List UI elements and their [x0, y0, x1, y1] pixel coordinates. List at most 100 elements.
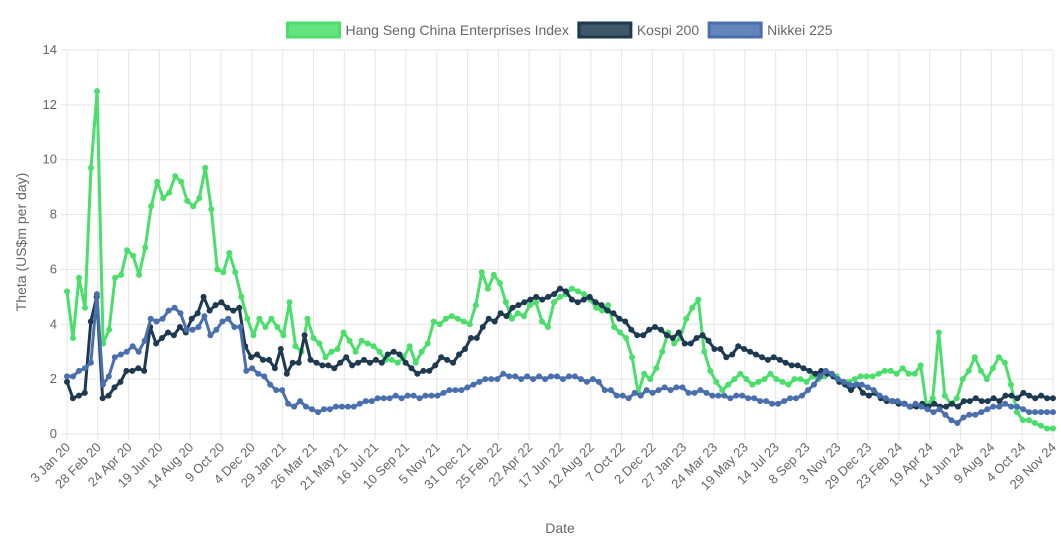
data-point	[747, 348, 754, 355]
data-point	[370, 343, 377, 350]
data-point	[426, 367, 433, 374]
data-point	[1019, 417, 1026, 424]
data-point	[751, 395, 758, 402]
data-point	[364, 340, 371, 347]
data-point	[631, 389, 638, 396]
data-point	[767, 370, 774, 377]
data-point	[598, 302, 605, 309]
legend-item-1[interactable]: Kospi 200	[577, 21, 699, 39]
data-point	[361, 356, 367, 363]
data-point	[554, 373, 560, 380]
legend-item-0[interactable]: Hang Seng China Enterprises Index	[285, 21, 569, 39]
data-point	[82, 304, 88, 311]
data-point	[717, 346, 724, 352]
data-point	[983, 376, 990, 383]
data-point	[476, 378, 483, 385]
data-point	[283, 370, 290, 377]
data-point	[1002, 392, 1009, 399]
data-point	[165, 329, 171, 336]
data-point	[1014, 403, 1021, 410]
data-point	[482, 376, 489, 383]
data-point	[637, 392, 644, 399]
data-point	[248, 354, 255, 361]
data-point	[1032, 395, 1039, 402]
legend[interactable]: Hang Seng China Enterprises Index Kospi 2…	[285, 21, 833, 39]
data-point	[358, 337, 365, 344]
data-point	[1032, 420, 1038, 426]
data-point	[249, 365, 256, 372]
data-point	[888, 398, 895, 405]
data-point	[875, 370, 882, 377]
data-point	[129, 367, 136, 374]
data-point	[148, 203, 155, 210]
data-point	[105, 392, 112, 399]
data-point	[135, 365, 142, 372]
data-point	[338, 403, 345, 410]
data-point	[509, 304, 516, 311]
data-point	[791, 376, 798, 383]
data-point	[1026, 409, 1033, 416]
data-point	[343, 354, 350, 361]
data-point	[334, 346, 341, 352]
data-point	[685, 389, 692, 396]
data-point	[731, 376, 738, 383]
data-point	[699, 332, 706, 339]
data-point	[557, 293, 563, 300]
data-point	[625, 395, 632, 402]
data-point	[442, 315, 449, 322]
data-point	[634, 332, 641, 339]
data-point	[321, 406, 327, 413]
data-point	[616, 315, 623, 322]
data-point	[236, 304, 243, 311]
data-point	[105, 373, 112, 380]
data-point	[274, 324, 281, 330]
data-point	[154, 178, 161, 185]
data-point	[346, 337, 353, 344]
data-point	[870, 387, 877, 394]
data-point	[611, 324, 618, 330]
data-point	[735, 343, 742, 350]
data-point	[406, 343, 413, 350]
legend-item-2[interactable]: Nikkei 225	[707, 21, 833, 39]
data-point	[759, 354, 765, 361]
data-point	[619, 392, 626, 399]
data-point	[412, 359, 419, 366]
data-point	[462, 346, 468, 352]
data-point	[757, 398, 764, 405]
data-point	[376, 348, 383, 355]
data-point	[479, 324, 486, 330]
data-point	[775, 400, 782, 407]
data-point	[368, 398, 375, 405]
data-point	[111, 384, 118, 391]
data-point	[189, 326, 196, 333]
data-point	[669, 335, 676, 341]
legend-label: Kospi 200	[637, 22, 699, 38]
data-point	[675, 329, 682, 336]
data-point	[942, 411, 949, 418]
data-point	[70, 373, 76, 380]
y-tick-label: 4	[50, 316, 57, 331]
data-point	[285, 400, 292, 407]
data-point	[472, 302, 479, 309]
data-point	[141, 367, 148, 374]
data-point	[99, 395, 106, 402]
data-point	[1001, 359, 1008, 366]
data-point	[309, 406, 315, 413]
data-point	[799, 392, 805, 399]
data-point	[404, 392, 411, 399]
data-point	[593, 304, 600, 311]
data-point	[745, 395, 752, 402]
data-point	[460, 318, 467, 325]
data-point	[384, 351, 391, 358]
data-point	[972, 395, 979, 402]
data-point	[212, 302, 219, 309]
data-point	[70, 335, 76, 341]
data-point	[99, 381, 106, 388]
data-point	[310, 335, 317, 341]
legend-label: Hang Seng China Enterprises Index	[345, 22, 568, 38]
data-point	[521, 299, 528, 306]
data-point	[485, 315, 492, 322]
data-point	[533, 293, 540, 300]
data-point	[697, 387, 704, 394]
data-point	[1044, 425, 1050, 432]
